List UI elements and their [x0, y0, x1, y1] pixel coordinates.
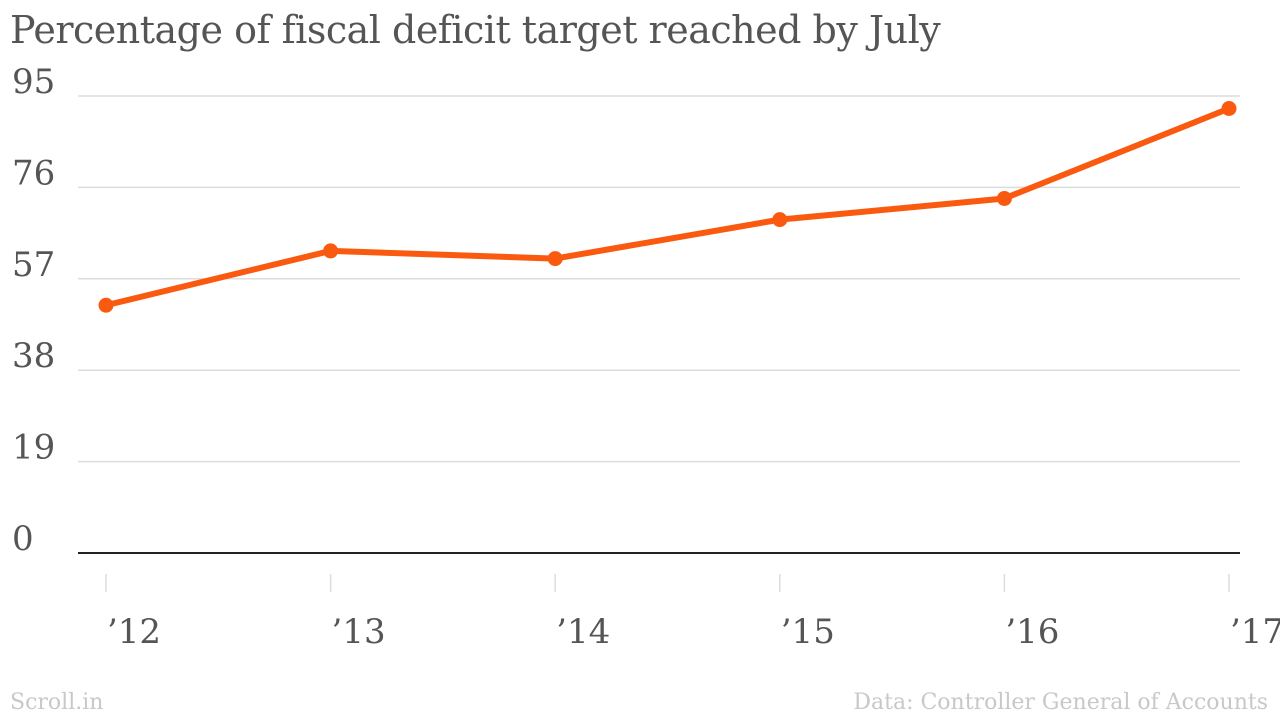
chart-title: Percentage of fiscal deficit target reac… — [10, 8, 941, 52]
data-point — [1221, 101, 1237, 117]
brand-label: Scroll.in — [10, 690, 104, 715]
data-point — [98, 297, 114, 313]
x-tick-label: ’16 — [1005, 612, 1059, 652]
series-line — [98, 101, 1237, 313]
data-point — [772, 212, 788, 228]
data-point — [996, 190, 1012, 206]
y-tick-label: 95 — [12, 62, 55, 102]
y-tick-label: 57 — [12, 245, 55, 285]
data-point — [547, 251, 563, 267]
y-tick-label: 19 — [12, 428, 55, 468]
x-tick-label: ’14 — [556, 612, 610, 652]
y-tick-label: 76 — [12, 153, 55, 193]
x-tick-label: ’17 — [1230, 612, 1280, 652]
source-label: Data: Controller General of Accounts — [853, 690, 1268, 715]
y-axis-ticks: 0 19 38 57 76 95 — [12, 62, 55, 559]
x-axis-ticks: ’12 ’13 ’14 ’15 ’16 ’17 — [105, 574, 1280, 652]
series-line-path — [103, 105, 1232, 309]
x-tick-label: ’13 — [332, 612, 386, 652]
x-tick-label: ’12 — [107, 612, 161, 652]
y-tick-label: 38 — [12, 336, 55, 376]
data-point — [323, 243, 339, 259]
x-tick-label: ’15 — [781, 612, 835, 652]
y-tick-label: 0 — [12, 519, 34, 559]
gridlines — [78, 95, 1240, 554]
